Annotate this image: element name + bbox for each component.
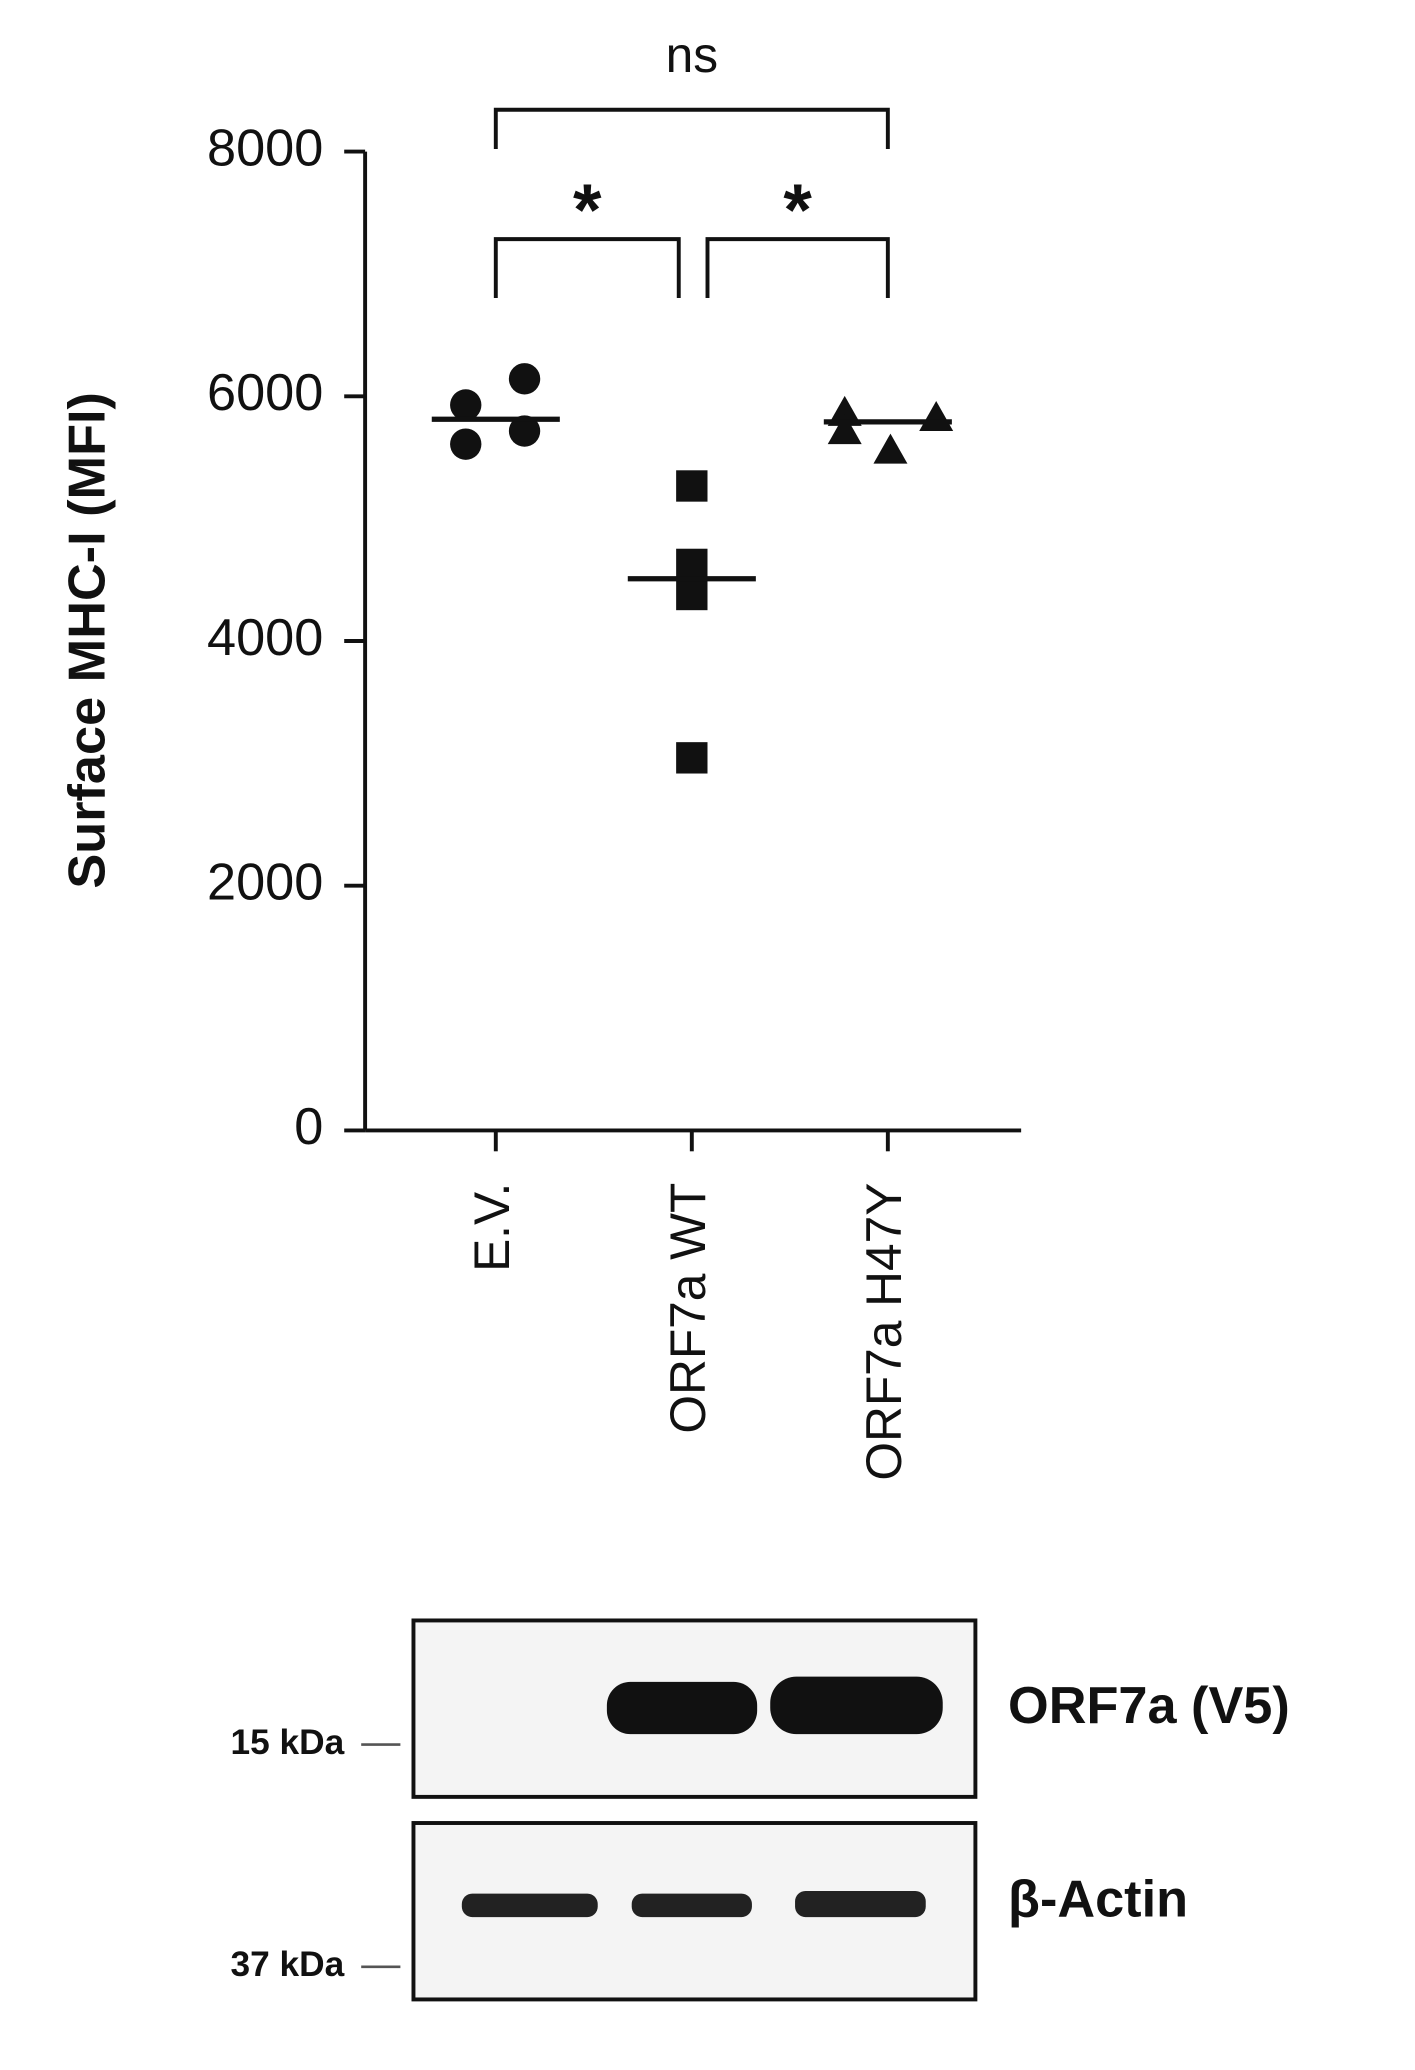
data-point bbox=[508, 363, 541, 395]
data-point bbox=[676, 470, 708, 502]
y-tick-label: 2000 bbox=[207, 854, 323, 912]
blot-band bbox=[631, 1893, 752, 1918]
y-tick-label: 4000 bbox=[207, 609, 323, 667]
blot-band bbox=[795, 1890, 926, 1918]
data-point bbox=[676, 578, 708, 611]
significance-label: * bbox=[783, 169, 812, 251]
western-blot: ORF7a (V5) β-Actin 15 kDa 37 kDa bbox=[230, 1618, 1290, 2002]
y-tick-label: 0 bbox=[294, 1098, 323, 1156]
x-tick-label: ORF7a H47Y bbox=[856, 1183, 912, 1481]
significance-bracket bbox=[493, 237, 681, 298]
blot-label: ORF7a (V5) bbox=[1008, 1677, 1290, 1735]
blot-band bbox=[770, 1676, 943, 1735]
blot-band bbox=[461, 1893, 598, 1918]
data-point bbox=[450, 428, 482, 460]
y-tick-label: 6000 bbox=[207, 364, 323, 422]
data-point bbox=[676, 742, 708, 774]
size-marker-label: 15 kDa bbox=[230, 1723, 344, 1762]
significance-bracket bbox=[705, 237, 890, 298]
size-marker-label: 37 kDa bbox=[230, 1945, 344, 1984]
data-point bbox=[919, 400, 954, 432]
y-axis-label: Surface MHC-I (MFI) bbox=[58, 392, 116, 889]
significance-label: ns bbox=[666, 27, 718, 83]
data-point bbox=[827, 414, 862, 445]
data-point bbox=[873, 433, 908, 464]
significance-bracket bbox=[493, 107, 890, 149]
significance-label: * bbox=[573, 169, 602, 251]
data-point bbox=[676, 548, 708, 581]
blot-band bbox=[606, 1681, 758, 1735]
x-tick-label: E.V. bbox=[464, 1183, 520, 1272]
data-point bbox=[450, 389, 482, 421]
data-point bbox=[508, 415, 541, 447]
blot-label: β-Actin bbox=[1008, 1871, 1188, 1929]
y-tick-label: 8000 bbox=[207, 119, 323, 177]
x-tick-label: ORF7a WT bbox=[660, 1183, 716, 1434]
data-point bbox=[827, 395, 862, 426]
